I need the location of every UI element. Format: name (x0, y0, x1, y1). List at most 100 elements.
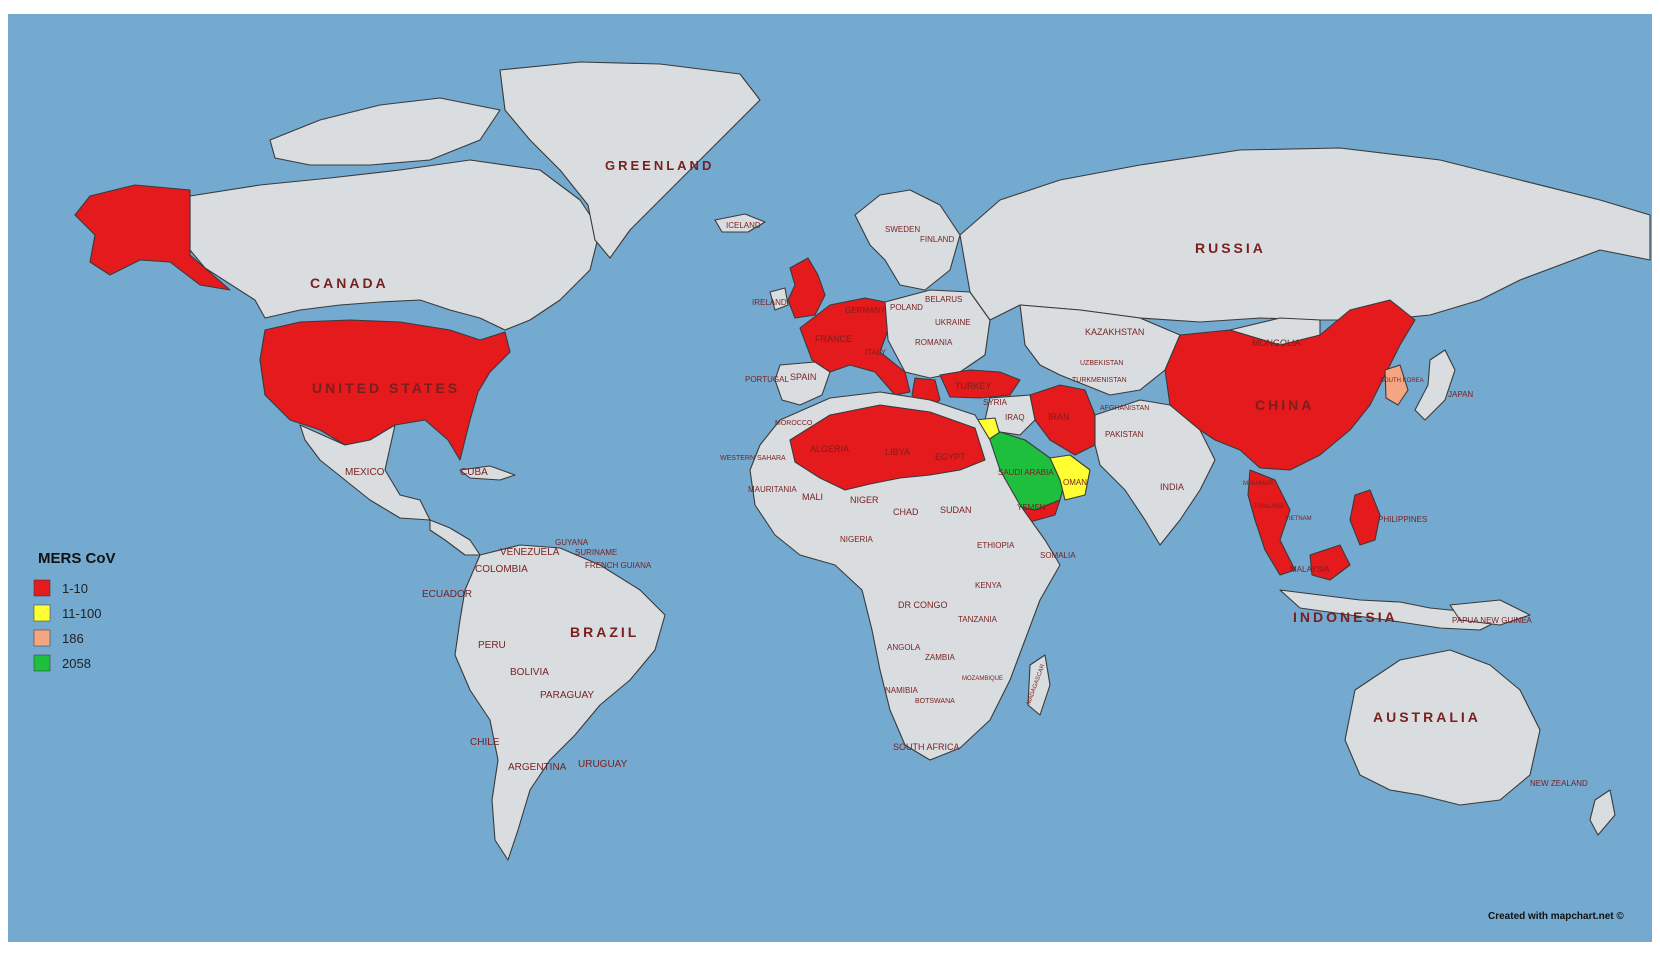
label-greenland: GREENLAND (605, 158, 714, 173)
western-europe-red[interactable] (799, 297, 911, 396)
label-new-zealand: NEW ZEALAND (1530, 779, 1588, 788)
label-turkmenistan: TURKMENISTAN (1072, 377, 1127, 384)
label-saudi-arabia: SAUDI ARABIA (998, 468, 1054, 477)
credit-text: Created with mapchart.net © (1488, 911, 1624, 922)
label-ireland: IRELAND (752, 298, 787, 307)
label-western-sahara: WESTERN SAHARA (720, 455, 786, 462)
label-romania: ROMANIA (915, 338, 953, 347)
label-ethiopia: ETHIOPIA (977, 541, 1015, 550)
legend-swatch-2 (33, 629, 51, 647)
country-greenland[interactable] (499, 61, 761, 259)
country-ireland (769, 287, 789, 311)
label-venezuela: VENEZUELA (500, 547, 560, 558)
label-belarus: BELARUS (925, 295, 962, 304)
country-canada[interactable] (189, 159, 601, 331)
legend-label-1: 11-100 (62, 606, 102, 621)
label-uzbekistan: UZBEKISTAN (1080, 360, 1123, 367)
legend-swatch-1 (33, 604, 51, 622)
country-mexico[interactable] (299, 424, 431, 521)
country-turkey[interactable] (939, 369, 1021, 399)
label-philippines: PHILIPPINES (1378, 515, 1427, 524)
label-malaysia: MALAYSIA (1290, 565, 1330, 574)
label-chile: CHILE (470, 737, 500, 748)
country-papua (1449, 599, 1531, 626)
label-spain: SPAIN (790, 372, 816, 382)
label-mozambique: MOZAMBIQUE (962, 676, 1003, 682)
label-morocco: MOROCCO (775, 420, 813, 427)
country-south-korea[interactable] (1384, 364, 1409, 406)
label-india: INDIA (1160, 482, 1184, 492)
label-china: CHINA (1255, 397, 1314, 413)
legend-item-1: 11-100 (33, 604, 102, 622)
label-myanmar: MYANMAR (1243, 481, 1274, 487)
label-ukraine: UKRAINE (935, 318, 971, 327)
legend-item-3: 2058 (33, 654, 91, 672)
label-iceland: ICELAND (726, 221, 761, 230)
label-south-korea: SOUTH KOREA (1380, 378, 1424, 384)
country-australia[interactable] (1344, 649, 1541, 806)
label-namibia: NAMIBIA (885, 686, 919, 695)
label-united-states: UNITED STATES (312, 380, 460, 396)
label-somalia: SOMALIA (1040, 551, 1076, 560)
label-pakistan: PAKISTAN (1105, 430, 1144, 439)
label-bolivia: BOLIVIA (510, 667, 549, 678)
country-japan (1414, 349, 1456, 421)
label-australia: AUSTRALIA (1373, 709, 1481, 725)
country-spain (774, 361, 831, 406)
label-mali: MALI (802, 492, 823, 502)
legend-label-3: 2058 (62, 656, 91, 671)
label-italy: ITALY (865, 348, 887, 357)
label-zambia: ZAMBIA (925, 653, 955, 662)
legend-item-2: 186 (33, 629, 84, 647)
country-united-states[interactable] (259, 319, 511, 461)
south-america[interactable] (454, 544, 666, 861)
country-china[interactable] (1164, 299, 1416, 471)
label-suriname: SURINAME (575, 548, 617, 557)
country-new-zealand (1589, 789, 1616, 836)
legend-title: MERS CoV (38, 550, 116, 567)
label-angola: ANGOLA (887, 643, 921, 652)
se-asia[interactable] (1247, 469, 1296, 576)
country-alaska[interactable] (74, 184, 231, 291)
label-syria: SYRIA (983, 398, 1008, 407)
country-oman-uae[interactable] (1049, 454, 1091, 501)
label-uruguay: URUGUAY (578, 759, 628, 770)
country-uk[interactable] (787, 257, 826, 319)
central-asia (1019, 304, 1181, 396)
label-nigeria: NIGERIA (840, 535, 874, 544)
label-portugal: PORTUGAL (745, 375, 789, 384)
label-iran: IRAN (1048, 412, 1070, 422)
label-finland: FINLAND (920, 235, 954, 244)
label-sudan: SUDAN (940, 505, 972, 515)
label-dr-congo: DR CONGO (898, 600, 948, 610)
country-philippines[interactable] (1349, 489, 1381, 546)
scandinavia (854, 189, 961, 291)
borneo[interactable] (1309, 544, 1351, 581)
north-africa-red[interactable] (789, 404, 986, 491)
legend-swatch-3 (33, 654, 51, 672)
legend-swatch-0 (33, 579, 51, 597)
label-turkey: TURKEY (955, 381, 992, 391)
label-mexico: MEXICO (345, 467, 385, 478)
legend-label-2: 186 (62, 631, 84, 646)
label-japan: JAPAN (1448, 390, 1473, 399)
label-mongolia: MONGOLIA (1252, 338, 1301, 348)
legend-item-0: 1-10 (33, 579, 88, 597)
legend-label-0: 1-10 (62, 581, 88, 596)
label-cuba: CUBA (460, 467, 488, 478)
label-egypt: EGYPT (935, 452, 966, 462)
label-oman: OMAN (1063, 478, 1087, 487)
label-argentina: ARGENTINA (508, 762, 567, 773)
label-french-guiana: FRENCH GUIANA (585, 561, 652, 570)
label-ecuador: ECUADOR (422, 589, 472, 600)
eastern-europe (884, 289, 991, 379)
label-poland: POLAND (890, 303, 923, 312)
label-brazil: BRAZIL (570, 624, 639, 640)
label-niger: NIGER (850, 495, 879, 505)
label-sweden: SWEDEN (885, 225, 920, 234)
arctic-islands (269, 97, 501, 166)
label-kenya: KENYA (975, 581, 1002, 590)
africa[interactable] (749, 391, 1061, 761)
